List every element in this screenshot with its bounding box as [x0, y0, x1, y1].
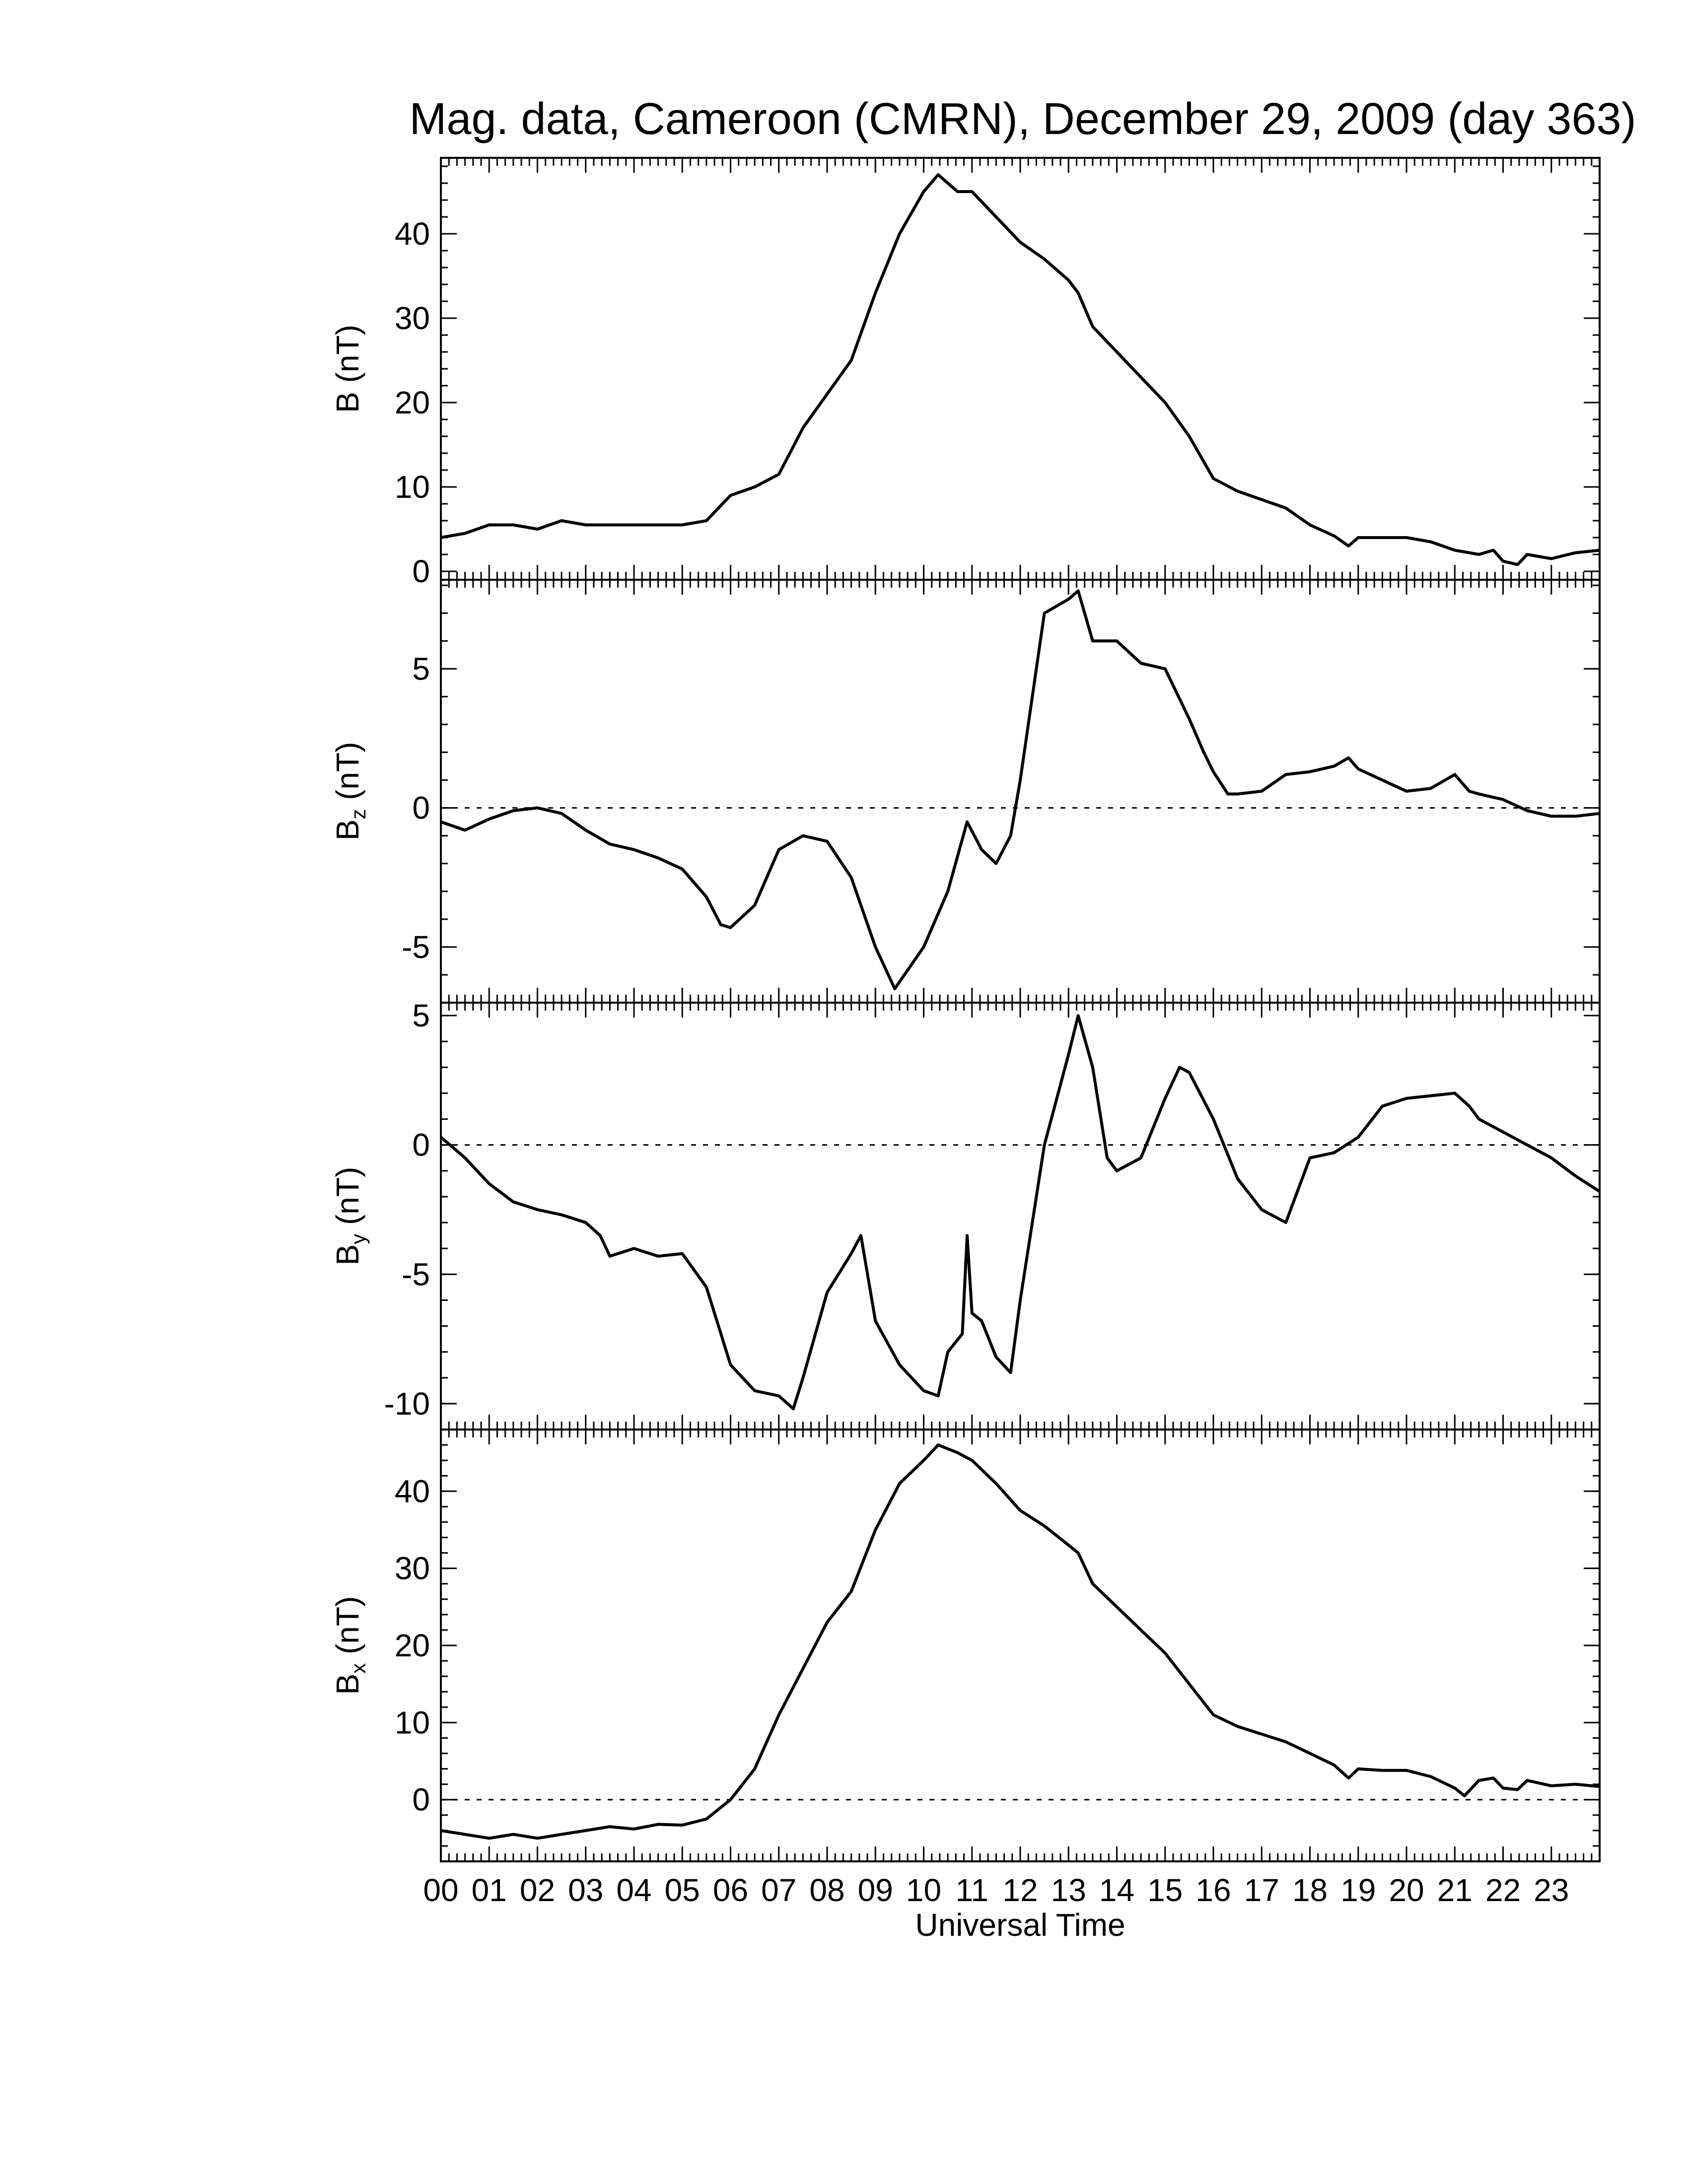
- x-tick-label: 23: [1534, 1872, 1569, 1908]
- y-tick-label: 5: [412, 651, 430, 686]
- y-tick-label: 0: [412, 1127, 430, 1163]
- y-axis-label-Bz: Bz (nT): [330, 742, 370, 841]
- y-axis-label-main: B: [330, 1674, 365, 1695]
- y-axis-label-By: By (nT): [330, 1167, 370, 1266]
- y-tick-label: 10: [395, 1705, 430, 1740]
- chart-panels: 0 10 20 30 40 B (nT) -5 0 5 Bz (nT) -10 -5 0 5 By (nT)…: [330, 157, 1601, 1862]
- y-tick-label: 40: [395, 1473, 430, 1509]
- x-tick-label: 13: [1051, 1872, 1086, 1908]
- x-tick-label: 18: [1292, 1872, 1328, 1908]
- y-tick-label: -5: [402, 929, 430, 965]
- chart-title: Mag. data, Cameroon (CMRN), December 29,…: [409, 94, 1636, 144]
- x-tick-label: 10: [906, 1872, 941, 1908]
- y-tick-label: -5: [402, 1256, 430, 1292]
- y-tick-label: 0: [412, 1782, 430, 1818]
- x-tick-label: 12: [1002, 1872, 1038, 1908]
- x-tick-label: 21: [1437, 1872, 1473, 1908]
- y-axis-label-B: B (nT): [330, 325, 365, 413]
- x-tick-label: 15: [1147, 1872, 1183, 1908]
- x-tick-label: 09: [858, 1872, 893, 1908]
- panel-Bz: -5 0 5 Bz (nT): [330, 579, 1601, 1004]
- x-axis-tick-labels: 00 01 02 03 04 05 06 07 08 09 10 11 12 13 14 15 16 17 18 19…: [423, 1872, 1569, 1908]
- x-tick-label: 03: [568, 1872, 603, 1908]
- y-tick-label: 40: [395, 216, 430, 252]
- y-axis-label-main: B: [330, 392, 365, 413]
- y-tick-label: 10: [395, 469, 430, 505]
- panel-B: 0 10 20 30 40 B (nT): [330, 157, 1601, 589]
- y-axis-label-unit: (nT): [330, 1596, 365, 1663]
- y-tick-label: 5: [412, 998, 430, 1033]
- panel-Bx: 0 10 20 30 40 Bx (nT): [330, 1429, 1601, 1862]
- series-line-Bx: [441, 1443, 1600, 1840]
- y-axis-label-subscript: x: [347, 1663, 370, 1674]
- x-tick-label: 04: [616, 1872, 651, 1908]
- y-axis-label-unit: (nT): [330, 742, 365, 809]
- y-tick-label: 0: [412, 790, 430, 826]
- series-line-By: [441, 1014, 1600, 1411]
- x-tick-label: 07: [761, 1872, 796, 1908]
- panel-frame-Bz: [440, 579, 1601, 1004]
- panel-By: -10 -5 0 5 By (nT): [330, 998, 1601, 1431]
- x-tick-label: 00: [423, 1872, 458, 1908]
- x-tick-label: 17: [1244, 1872, 1279, 1908]
- x-tick-label: 11: [956, 1872, 988, 1908]
- panel-frame-Bx: [440, 1429, 1601, 1862]
- y-axis-label-main: B: [330, 819, 365, 841]
- x-tick-label: 22: [1485, 1872, 1521, 1908]
- y-tick-label: 20: [395, 385, 430, 420]
- x-tick-label: 06: [713, 1872, 748, 1908]
- x-tick-label: 02: [520, 1872, 555, 1908]
- y-tick-label: 0: [412, 553, 430, 589]
- x-axis-label: Universal Time: [915, 1907, 1125, 1943]
- y-tick-label: 30: [395, 300, 430, 336]
- x-tick-label: 08: [809, 1872, 844, 1908]
- y-axis-label-subscript: y: [347, 1234, 370, 1244]
- y-axis-label-main: B: [330, 1244, 365, 1266]
- y-tick-label: 30: [395, 1551, 430, 1586]
- panel-frame-By: [440, 1002, 1601, 1431]
- x-tick-label: 19: [1340, 1872, 1376, 1908]
- x-tick-label: 05: [665, 1872, 700, 1908]
- y-axis-label-Bx: Bx (nT): [330, 1596, 370, 1695]
- x-tick-label: 01: [472, 1872, 507, 1908]
- y-axis-label-unit: (nT): [330, 325, 365, 392]
- series-line-B: [441, 173, 1600, 566]
- panel-frame-B: [440, 157, 1601, 581]
- y-tick-label: 20: [395, 1628, 430, 1663]
- x-tick-label: 20: [1389, 1872, 1424, 1908]
- y-axis-label-unit: (nT): [330, 1167, 365, 1234]
- x-tick-label: 14: [1099, 1872, 1134, 1908]
- y-tick-label: -10: [384, 1386, 430, 1422]
- series-line-Bz: [441, 589, 1600, 990]
- y-axis-label-subscript: z: [347, 809, 370, 819]
- x-tick-label: 16: [1196, 1872, 1231, 1908]
